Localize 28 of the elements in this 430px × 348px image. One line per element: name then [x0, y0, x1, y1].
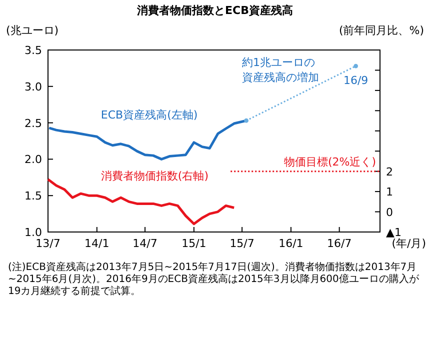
- y-tick-label: 2.0: [24, 153, 42, 166]
- annotation: 16/9: [343, 74, 368, 88]
- line-series: [48, 119, 248, 160]
- x-tick-label: 15/7: [230, 237, 254, 250]
- ref-line-label: 物価目標(2%近く): [284, 155, 376, 168]
- x-tick-label: 14/7: [132, 237, 158, 250]
- y-tick-label: 1.5: [24, 190, 42, 203]
- y-tick-label: 3.5: [24, 44, 42, 57]
- series-label: 消費者物価指数(右軸): [100, 170, 209, 183]
- y2-tick-label: 1: [386, 186, 393, 199]
- y-tick-label: 1.0: [24, 226, 42, 239]
- y2-tick-label: 0: [386, 206, 393, 219]
- y2-tick-label: 2: [386, 165, 393, 178]
- text: (注)ECB資産残高は2013年7月5日~2015年7月17日(週次)。消費者物価指数は2013年7月~2015年6月(月次)。2016年9月のECB資産残高は2015年3月以降月600億ユーロの購入が19カ月継続する前提で試算。: [8, 262, 420, 298]
- x-tick-label: 16/1: [278, 237, 304, 250]
- y-tick-label: 2.5: [24, 116, 42, 130]
- y-axis-title: (兆ユーロ): [6, 24, 59, 37]
- x-axis-title: (年/月): [392, 237, 426, 250]
- x-tick-label: 13/7: [36, 237, 60, 250]
- y-tick-label: 3.0: [24, 80, 42, 94]
- annotation: 約1兆ユーロの資産残高の増加: [242, 56, 320, 84]
- x-tick-label: 14/1: [84, 237, 110, 250]
- x-tick-label: 16/7: [326, 237, 352, 250]
- y2-axis-title: (前年同月比、%): [338, 24, 424, 37]
- x-tick-label: 15/1: [182, 237, 206, 250]
- series-label: ECB資産残高(左軸): [100, 108, 198, 122]
- chart-title: 消費者物価指数とECB資産残高: [136, 4, 293, 17]
- y2-tick-label: ▲1: [386, 226, 402, 239]
